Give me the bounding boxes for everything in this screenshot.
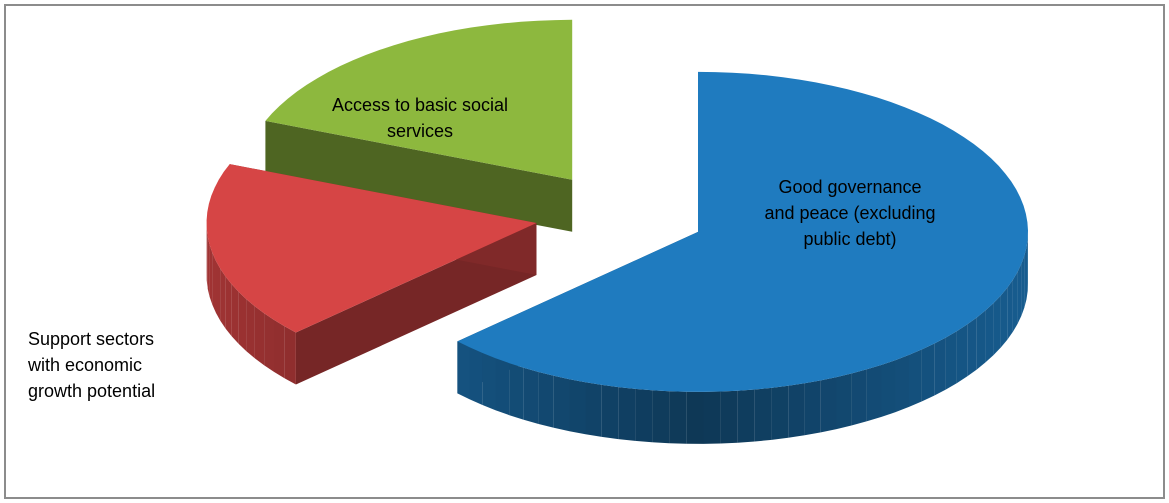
slice-rim	[669, 391, 687, 444]
slice-rim	[686, 391, 704, 444]
slice-rim	[976, 310, 986, 370]
slice-rim	[523, 367, 539, 424]
slice-rim	[1007, 279, 1013, 340]
pie-slice-0	[457, 71, 1028, 444]
slice-rim	[703, 391, 721, 444]
slice-rim	[771, 385, 789, 440]
slice-rim	[1021, 255, 1025, 316]
slice-rim	[851, 369, 867, 426]
pie-slice-2	[265, 19, 573, 232]
slice-rim	[457, 341, 470, 400]
slice-rim	[909, 349, 922, 407]
slice-rim	[985, 303, 994, 363]
slice-rim	[225, 276, 232, 337]
slice-rim	[216, 261, 221, 321]
slice-rim	[820, 377, 837, 433]
slice-rim	[967, 317, 977, 377]
slice-rim	[585, 382, 602, 437]
slice-rim	[720, 390, 738, 444]
slice-rim	[207, 236, 210, 297]
slice-rim	[1012, 271, 1018, 332]
slice-rim	[1000, 287, 1008, 348]
slice-rim	[866, 364, 882, 422]
slice-rim	[804, 380, 821, 436]
slice-rim	[231, 284, 239, 344]
slice-rim	[635, 388, 653, 443]
slice-rim	[737, 389, 755, 443]
slice-rim	[495, 358, 510, 416]
slice-rim	[569, 379, 586, 435]
slice-rim	[895, 354, 909, 413]
slice-rim	[509, 363, 524, 420]
slice-rim	[246, 299, 255, 359]
slice-rim	[264, 313, 274, 372]
slice-label-0: Good governance and peace (excluding pub…	[764, 177, 936, 249]
slice-rim	[206, 228, 208, 289]
slice-rim	[836, 373, 852, 430]
pie-slice-1	[206, 164, 537, 385]
slice-rim	[212, 252, 216, 313]
slice-rim	[1017, 263, 1022, 324]
slice-rim	[601, 384, 619, 440]
slice-rim	[482, 352, 496, 411]
slice-rim	[934, 337, 946, 396]
slice-top	[206, 164, 537, 333]
slice-rim	[220, 268, 226, 329]
slice-rim	[209, 244, 213, 305]
slice-rim	[284, 326, 296, 385]
slice-rim	[993, 295, 1001, 355]
slice-rim	[956, 324, 968, 384]
slice-top	[457, 71, 1028, 392]
slice-wall-start	[265, 120, 573, 232]
slice-rim	[254, 306, 265, 366]
slice-rim	[652, 390, 670, 444]
slice-rim	[1026, 238, 1028, 300]
slice-rim	[469, 347, 483, 405]
slice-rim	[538, 372, 554, 428]
slice-rim	[618, 387, 636, 441]
slice-rim	[788, 383, 805, 438]
slice-rim	[881, 360, 896, 417]
slice-rim	[553, 375, 570, 432]
slice-rim	[1024, 247, 1027, 308]
slice-rim	[945, 331, 957, 390]
slice-top	[265, 19, 573, 180]
slice-rim	[238, 291, 247, 352]
slice-rim	[754, 387, 772, 442]
slice-rim	[274, 319, 285, 379]
slice-rim	[921, 343, 935, 402]
slice-label-1: Support sectors with economic growth pot…	[28, 329, 156, 401]
pie-slices	[206, 19, 1028, 444]
slice-label-2: Access to basic social services	[331, 95, 509, 141]
